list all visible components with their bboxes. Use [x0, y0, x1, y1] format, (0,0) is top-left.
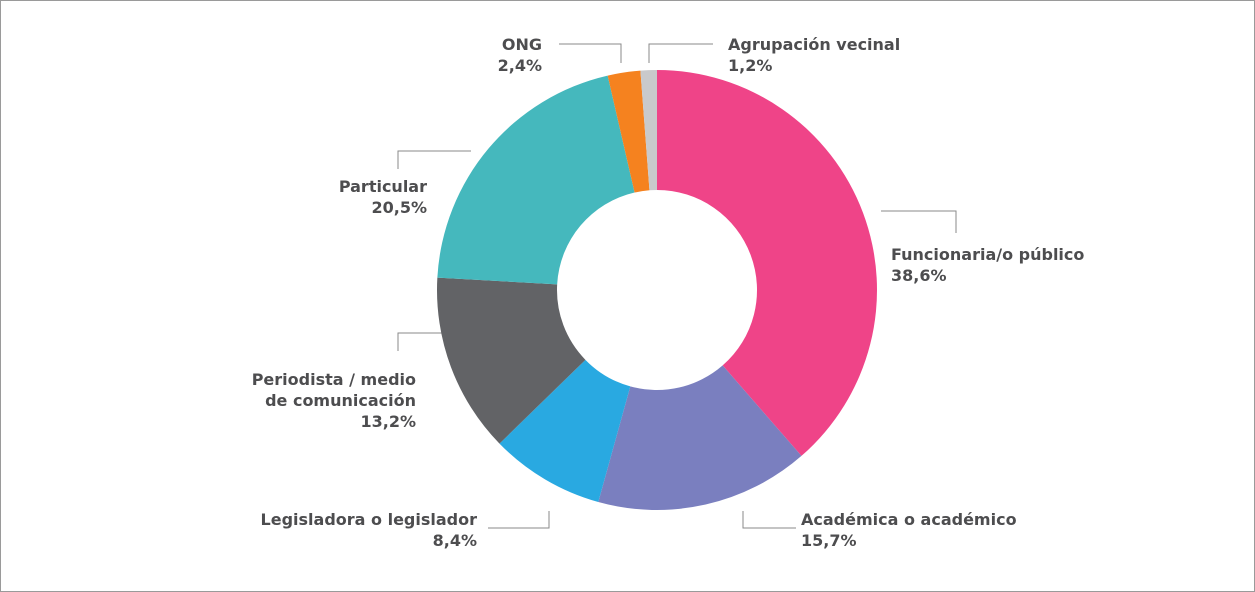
category-name: Académica o académico: [801, 510, 1017, 529]
value-label: 8,4%: [432, 531, 477, 550]
leader-line: [742, 511, 796, 529]
slice-label: Particular 20,5%: [339, 176, 427, 218]
slice-label: Funcionaria/o público 38,6%: [891, 244, 1084, 286]
slice-label: Académica o académico 15,7%: [801, 509, 1017, 551]
slice-label: Legisladora o legislador 8,4%: [261, 509, 477, 551]
donut-slice: [499, 359, 631, 503]
value-label: 1,2%: [728, 56, 773, 75]
donut-slice: [607, 70, 650, 193]
leader-line: [559, 43, 622, 63]
value-label: 15,7%: [801, 531, 857, 550]
value-label: 20,5%: [371, 198, 427, 217]
category-name: Legisladora o legislador: [260, 510, 477, 529]
category-name: Funcionaria/o público: [891, 245, 1085, 264]
category-name: Particular: [338, 177, 427, 196]
category-name: Agrupación vecinal: [728, 35, 901, 54]
value-label: 2,4%: [497, 56, 542, 75]
slice-label: ONG 2,4%: [498, 34, 542, 76]
leader-line: [397, 150, 471, 169]
category-name: Periodista / medio de comunicación: [251, 370, 416, 410]
leader-line: [881, 210, 957, 233]
slice-label: Agrupación vecinal 1,2%: [728, 34, 900, 76]
value-label: 13,2%: [360, 412, 416, 431]
donut-slice: [640, 70, 657, 191]
donut-slice: [436, 277, 586, 444]
value-label: 38,6%: [891, 266, 947, 285]
donut-slice: [598, 365, 802, 510]
category-name: ONG: [501, 35, 542, 54]
leader-line: [488, 511, 550, 529]
leader-line: [648, 43, 713, 63]
slice-label: Periodista / medio de comunicación 13,2%: [226, 369, 416, 432]
donut-slice: [657, 70, 877, 456]
donut-slice: [437, 75, 635, 285]
